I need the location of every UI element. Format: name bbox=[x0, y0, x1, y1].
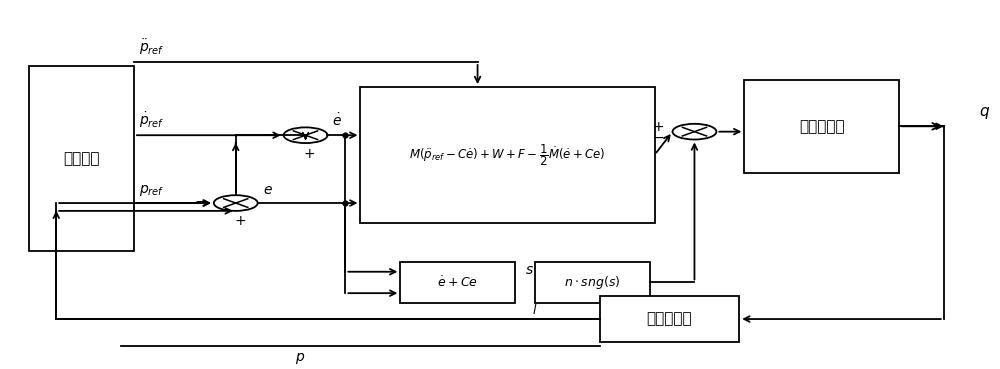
Text: $s$: $s$ bbox=[525, 263, 534, 277]
Text: 运动学模型: 运动学模型 bbox=[647, 311, 692, 327]
Text: $M(\ddot{p}_{ref}-C\dot{e})+W+F-\dfrac{1}{2}\dot{M}(\dot{e}+Ce)$: $M(\ddot{p}_{ref}-C\dot{e})+W+F-\dfrac{1… bbox=[409, 142, 606, 168]
Text: $-$: $-$ bbox=[194, 194, 206, 208]
Text: $+$: $+$ bbox=[652, 120, 665, 134]
Text: 期望轨迹: 期望轨迹 bbox=[63, 151, 100, 166]
Text: $+$: $+$ bbox=[303, 146, 316, 161]
Bar bbox=[744, 80, 899, 173]
Bar bbox=[360, 87, 655, 223]
Text: $l$: $l$ bbox=[532, 303, 538, 317]
Bar bbox=[29, 66, 134, 251]
Text: $+$: $+$ bbox=[234, 214, 246, 228]
Text: $p_{ref}$: $p_{ref}$ bbox=[139, 183, 164, 198]
Text: $\ddot{p}_{ref}$: $\ddot{p}_{ref}$ bbox=[139, 37, 165, 57]
Bar bbox=[535, 262, 650, 303]
Text: $p$: $p$ bbox=[295, 351, 306, 366]
Text: $\dot{e}$: $\dot{e}$ bbox=[332, 112, 342, 129]
Text: $\dot{e}+Ce$: $\dot{e}+Ce$ bbox=[437, 275, 478, 290]
Bar bbox=[400, 262, 515, 303]
Text: $-$: $-$ bbox=[652, 130, 665, 144]
Text: 动力学模型: 动力学模型 bbox=[799, 119, 844, 134]
Text: $e$: $e$ bbox=[263, 183, 273, 197]
Text: $\dot{p}_{ref}$: $\dot{p}_{ref}$ bbox=[139, 110, 165, 130]
Text: $n\cdot sng(s)$: $n\cdot sng(s)$ bbox=[564, 274, 620, 291]
Text: $q$: $q$ bbox=[979, 105, 990, 121]
Text: $-$: $-$ bbox=[263, 127, 276, 141]
Bar bbox=[600, 296, 739, 342]
